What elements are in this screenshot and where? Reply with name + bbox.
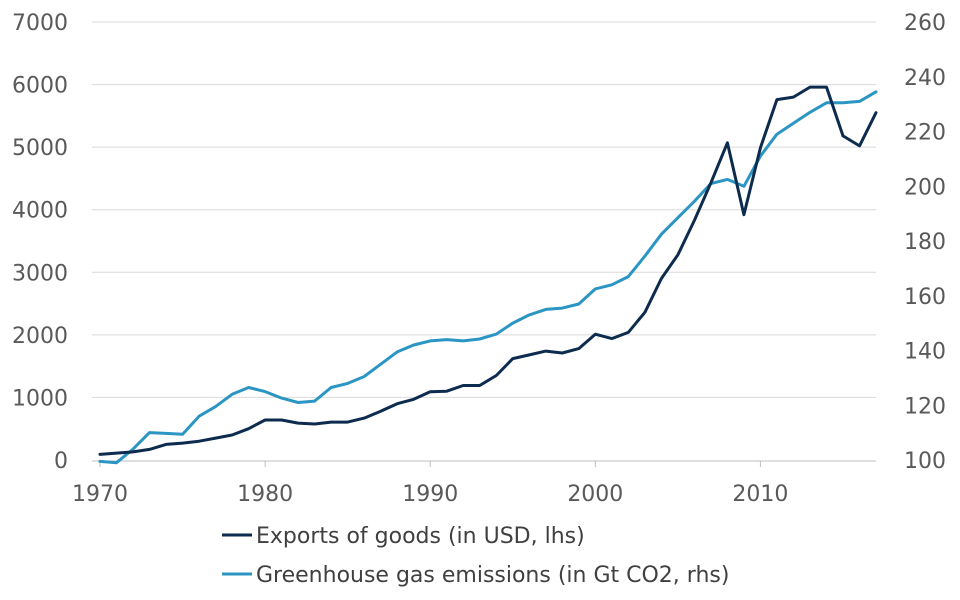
right-y-tick-label: 140 (904, 340, 946, 365)
left-y-tick-label: 7000 (12, 11, 68, 36)
left-y-tick-label: 5000 (12, 136, 68, 161)
x-tick-label: 2000 (567, 482, 623, 507)
right-y-tick-label: 120 (904, 394, 946, 419)
right-y-tick-label: 240 (904, 66, 946, 91)
right-y-axis-ticks: 100 120 140 160 180 200 220 240 260 (904, 11, 946, 474)
left-y-tick-label: 2000 (12, 324, 68, 349)
left-y-tick-label: 1000 (12, 386, 68, 411)
legend: Exports of goods (in USD, lhs) Greenhous… (222, 524, 729, 588)
legend-label-emissions: Greenhouse gas emissions (in Gt CO2, rhs… (256, 563, 729, 588)
legend-label-exports: Exports of goods (in USD, lhs) (256, 524, 585, 549)
gridlines (92, 21, 876, 398)
right-y-tick-label: 200 (904, 175, 946, 200)
right-y-tick-label: 220 (904, 121, 946, 146)
series-lines (98, 85, 878, 465)
emissions-series-line (98, 90, 878, 465)
left-y-tick-label: 3000 (12, 261, 68, 286)
x-tick-label: 1970 (72, 482, 128, 507)
right-y-tick-label: 160 (904, 285, 946, 310)
left-y-axis-ticks: 0 1000 2000 3000 4000 5000 6000 7000 (12, 11, 68, 474)
x-axis-ticks: 1970 1980 1990 2000 2010 (72, 461, 788, 507)
left-y-tick-label: 4000 (12, 199, 68, 224)
x-tick-label: 1980 (237, 482, 293, 507)
left-y-tick-label: 0 (54, 449, 68, 474)
x-tick-label: 2010 (732, 482, 788, 507)
right-y-tick-label: 100 (904, 449, 946, 474)
right-y-tick-label: 180 (904, 230, 946, 255)
x-tick-label: 1990 (402, 482, 458, 507)
exports-series-line (98, 85, 878, 456)
right-y-tick-label: 260 (904, 11, 946, 36)
left-y-tick-label: 6000 (12, 74, 68, 99)
